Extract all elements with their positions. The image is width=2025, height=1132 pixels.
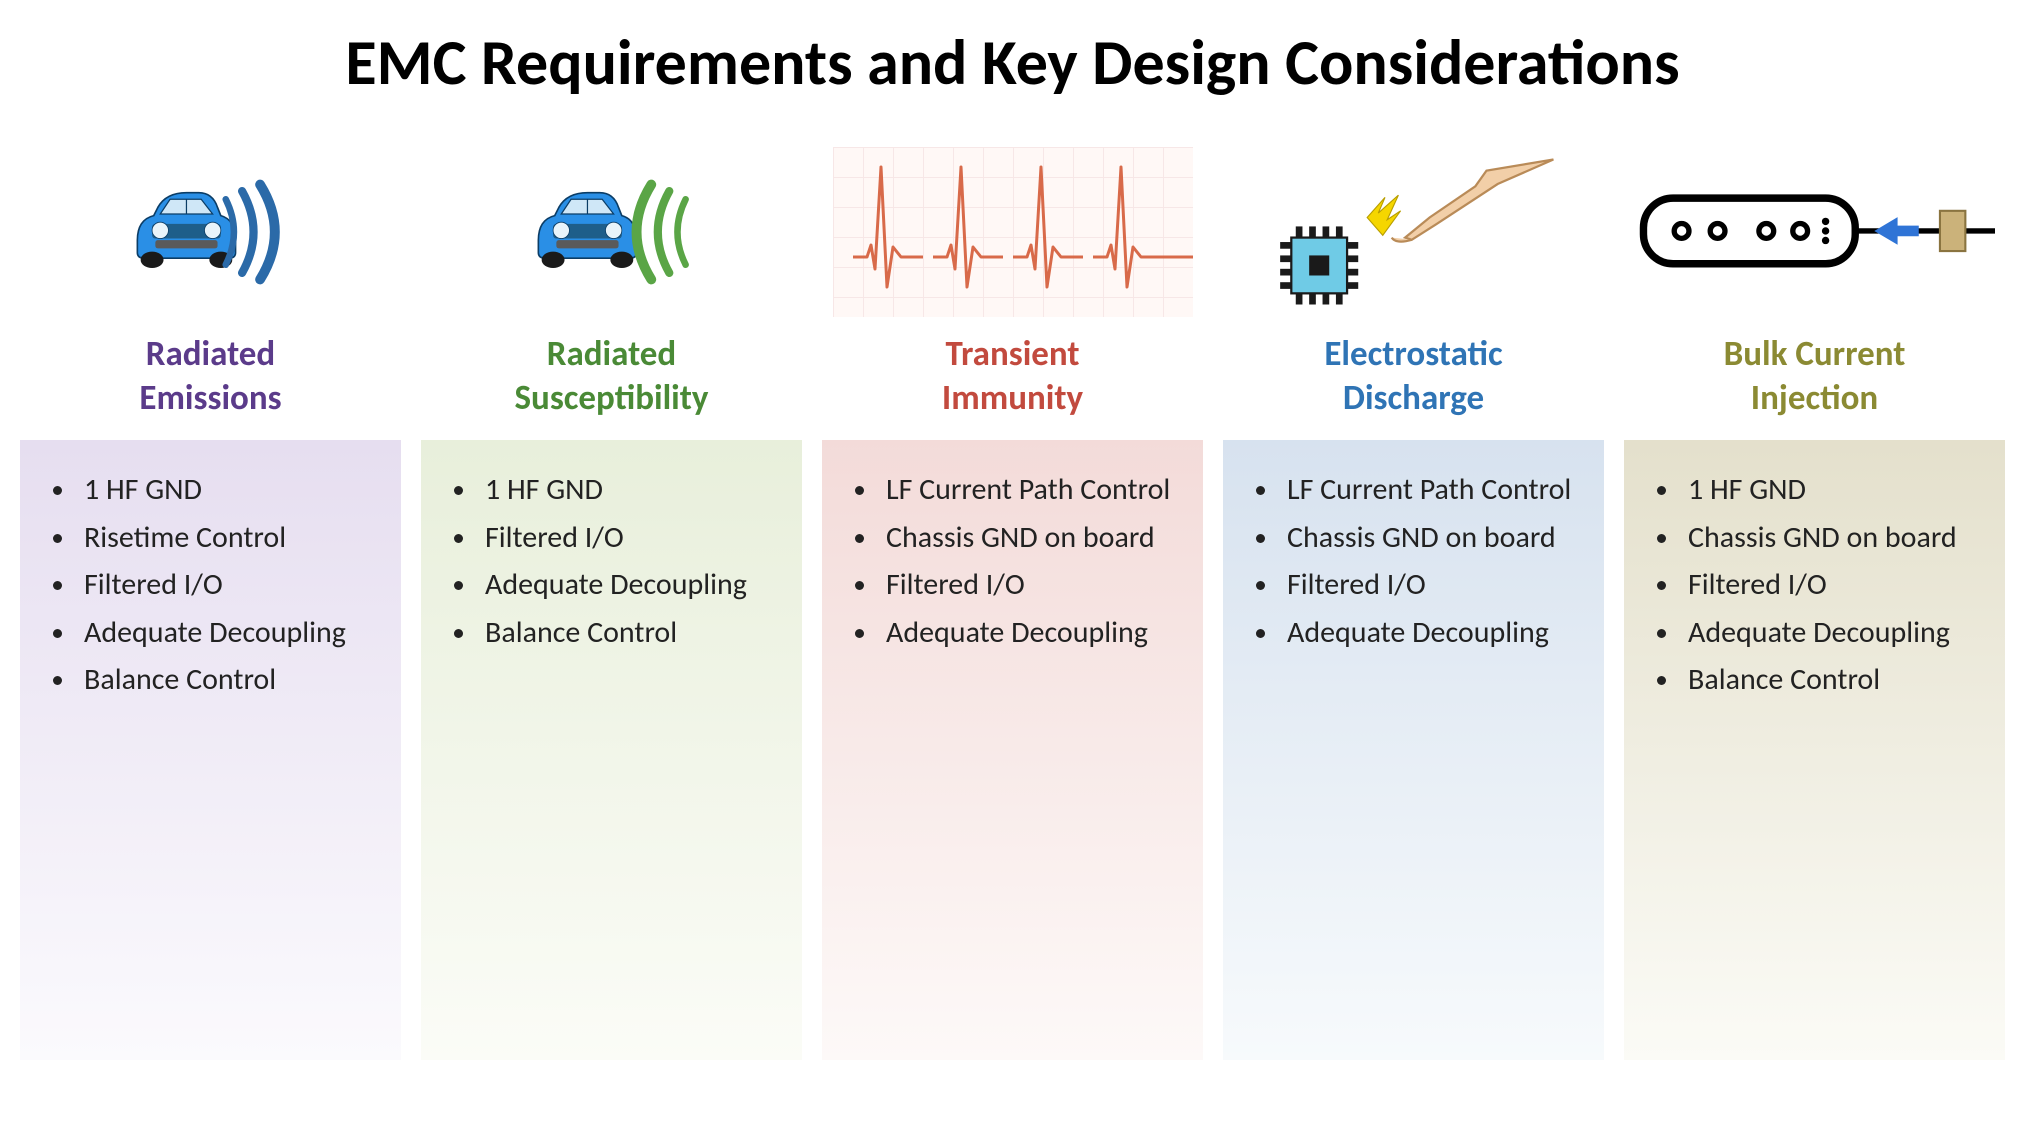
radiated-susceptibility-icon xyxy=(421,132,802,332)
bulk-current-injection-list: 1 HF GNDChassis GND on boardFiltered I/O… xyxy=(1664,468,1977,702)
list-item: Balance Control xyxy=(479,611,774,655)
radiated-susceptibility-list: 1 HF GNDFiltered I/OAdequate DecouplingB… xyxy=(461,468,774,654)
page-title: EMC Requirements and Key Design Consider… xyxy=(0,0,2025,132)
list-item: Chassis GND on board xyxy=(880,516,1175,560)
list-item: Filtered I/O xyxy=(1682,563,1977,607)
list-item: Adequate Decoupling xyxy=(1682,611,1977,655)
list-item: 1 HF GND xyxy=(1682,468,1977,512)
category-transient-immunity: TransientImmunity LF Current Path Control… xyxy=(822,132,1203,1060)
list-item: Balance Control xyxy=(1682,658,1977,702)
list-item: 1 HF GND xyxy=(479,468,774,512)
transient-immunity-icon xyxy=(822,132,1203,332)
radiated-emissions-box: 1 HF GNDRisetime ControlFiltered I/OAdeq… xyxy=(20,440,401,1060)
transient-immunity-box: LF Current Path ControlChassis GND on bo… xyxy=(822,440,1203,1060)
bulk-current-injection-icon xyxy=(1624,132,2005,332)
list-item: Adequate Decoupling xyxy=(880,611,1175,655)
category-radiated-emissions: RadiatedEmissions 1 HF GNDRisetime Contro… xyxy=(20,132,401,1060)
list-item: Filtered I/O xyxy=(479,516,774,560)
list-item: Filtered I/O xyxy=(78,563,373,607)
list-item: Filtered I/O xyxy=(1281,563,1576,607)
list-item: Filtered I/O xyxy=(880,563,1175,607)
list-item: Chassis GND on board xyxy=(1682,516,1977,560)
category-columns: RadiatedEmissions1 HF GNDRisetime Contro… xyxy=(0,132,2025,1060)
list-item: Adequate Decoupling xyxy=(479,563,774,607)
radiated-emissions-list: 1 HF GNDRisetime ControlFiltered I/OAdeq… xyxy=(60,468,373,702)
transient-immunity-list: LF Current Path ControlChassis GND on bo… xyxy=(862,468,1175,654)
radiated-emissions-icon xyxy=(20,132,401,332)
bulk-current-injection-title: Bulk CurrentInjection xyxy=(1724,332,1906,422)
radiated-susceptibility-box: 1 HF GNDFiltered I/OAdequate DecouplingB… xyxy=(421,440,802,1060)
radiated-susceptibility-title: RadiatedSusceptibility xyxy=(515,332,709,422)
category-electrostatic-discharge: ElectrostaticDischarge LF Current Path Co… xyxy=(1223,132,1604,1060)
list-item: LF Current Path Control xyxy=(880,468,1175,512)
electrostatic-discharge-title: ElectrostaticDischarge xyxy=(1324,332,1502,422)
bulk-current-injection-box: 1 HF GNDChassis GND on boardFiltered I/O… xyxy=(1624,440,2005,1060)
electrostatic-discharge-box: LF Current Path ControlChassis GND on bo… xyxy=(1223,440,1604,1060)
list-item: Adequate Decoupling xyxy=(78,611,373,655)
category-radiated-susceptibility: RadiatedSusceptibility 1 HF GNDFiltered I… xyxy=(421,132,802,1060)
category-bulk-current-injection: Bulk CurrentInjection 1 HF GNDChassis GND… xyxy=(1624,132,2005,1060)
list-item: Risetime Control xyxy=(78,516,373,560)
radiated-emissions-title: RadiatedEmissions xyxy=(139,332,281,422)
electrostatic-discharge-list: LF Current Path ControlChassis GND on bo… xyxy=(1263,468,1576,654)
list-item: Adequate Decoupling xyxy=(1281,611,1576,655)
transient-immunity-title: TransientImmunity xyxy=(942,332,1083,422)
list-item: LF Current Path Control xyxy=(1281,468,1576,512)
list-item: Balance Control xyxy=(78,658,373,702)
electrostatic-discharge-icon xyxy=(1223,132,1604,332)
list-item: 1 HF GND xyxy=(78,468,373,512)
list-item: Chassis GND on board xyxy=(1281,516,1576,560)
